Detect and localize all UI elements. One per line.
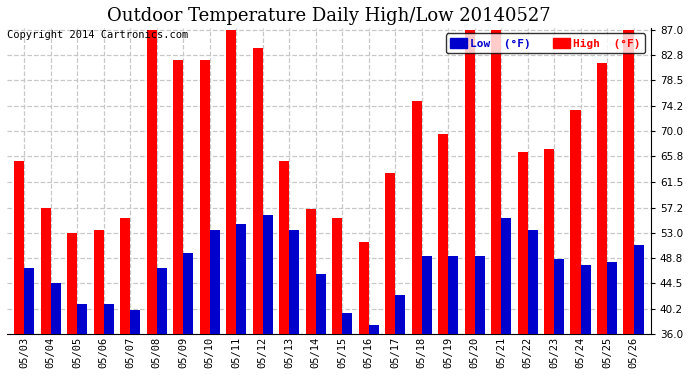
Bar — [501, 217, 511, 375]
Bar — [120, 217, 130, 375]
Bar — [157, 268, 167, 375]
Bar — [385, 173, 395, 375]
Bar — [146, 30, 157, 375]
Bar — [342, 313, 352, 375]
Bar — [263, 214, 273, 375]
Title: Outdoor Temperature Daily High/Low 20140527: Outdoor Temperature Daily High/Low 20140… — [107, 7, 551, 25]
Bar — [633, 244, 644, 375]
Bar — [104, 304, 114, 375]
Bar — [438, 134, 448, 375]
Bar — [279, 161, 289, 375]
Bar — [210, 230, 219, 375]
Bar — [173, 60, 183, 375]
Bar — [528, 230, 538, 375]
Bar — [50, 283, 61, 375]
Bar — [14, 161, 24, 375]
Bar — [332, 217, 342, 375]
Bar — [475, 256, 484, 375]
Bar — [395, 295, 405, 375]
Bar — [77, 304, 87, 375]
Bar — [580, 266, 591, 375]
Bar — [607, 262, 617, 375]
Bar — [464, 30, 475, 375]
Bar — [544, 149, 554, 375]
Bar — [411, 101, 422, 375]
Bar — [226, 30, 236, 375]
Bar — [448, 256, 458, 375]
Bar — [597, 63, 607, 375]
Bar — [41, 207, 50, 375]
Bar — [199, 60, 210, 375]
Bar — [422, 256, 432, 375]
Bar — [67, 232, 77, 375]
Bar — [315, 274, 326, 375]
Bar — [571, 110, 580, 375]
Bar — [253, 48, 263, 375]
Bar — [554, 260, 564, 375]
Bar — [94, 230, 104, 375]
Bar — [24, 268, 34, 375]
Bar — [368, 325, 379, 375]
Bar — [289, 230, 299, 375]
Bar — [359, 242, 368, 375]
Legend: Low  (°F), High  (°F): Low (°F), High (°F) — [446, 33, 645, 53]
Bar — [518, 152, 528, 375]
Text: Copyright 2014 Cartronics.com: Copyright 2014 Cartronics.com — [7, 30, 188, 39]
Bar — [306, 209, 315, 375]
Bar — [491, 30, 501, 375]
Bar — [130, 310, 140, 375]
Bar — [183, 254, 193, 375]
Bar — [624, 30, 633, 375]
Bar — [236, 224, 246, 375]
